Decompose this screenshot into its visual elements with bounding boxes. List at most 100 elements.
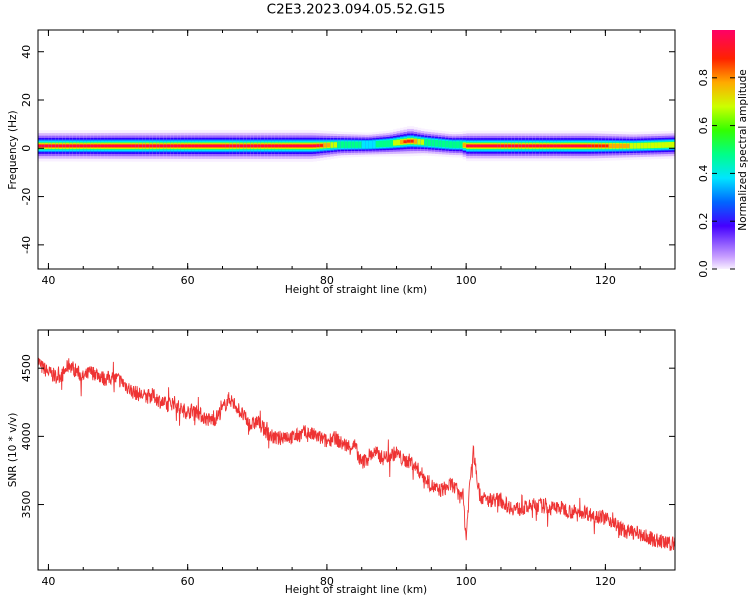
- colorbar-gradient: [712, 30, 735, 269]
- spectrogram-cell: [612, 143, 617, 148]
- spectrogram-cell: [647, 142, 652, 149]
- spectrogram-cell: [288, 145, 293, 147]
- spectrogram-cell: [69, 145, 74, 147]
- spectrogram-cell: [574, 145, 578, 147]
- spectrogram-cell: [125, 145, 129, 147]
- spectrogram-cell: [469, 145, 474, 147]
- snr-ytick-label: 3500: [20, 491, 33, 519]
- spectrogram-cell: [299, 145, 303, 147]
- spectrogram-cell: [260, 145, 265, 147]
- spectrogram-cell: [51, 145, 56, 147]
- spectrogram-cell: [264, 145, 269, 147]
- spectrogram-cell: [243, 145, 248, 147]
- spectrogram-cell: [532, 145, 537, 147]
- spectrogram-cell: [528, 145, 533, 147]
- spectrogram-cell: [100, 145, 105, 147]
- spectrogram-cell: [198, 145, 203, 147]
- spectrogram-cell: [274, 145, 279, 147]
- spectrogram-cell: [281, 145, 286, 147]
- spectrogram-cell: [661, 142, 665, 148]
- spectrogram-cell: [152, 145, 157, 147]
- spectrogram-cell: [229, 145, 234, 147]
- spectrogram-cell: [285, 145, 290, 147]
- spectrogram-cell: [507, 145, 512, 147]
- spectrogram-cell: [187, 145, 192, 147]
- spectrogram-cell: [232, 145, 237, 147]
- spectrogram-cell: [563, 145, 568, 147]
- figure-title: C2E3.2023.094.05.52.G15: [267, 2, 446, 18]
- spectrogram-cell: [194, 145, 199, 147]
- spectrogram-cell: [452, 141, 457, 148]
- snr-xtick-label: 100: [456, 575, 477, 588]
- spectrogram-cell: [567, 145, 571, 147]
- spectrogram-cell: [622, 143, 627, 148]
- colorbar-tick-label: 0.4: [697, 165, 710, 183]
- spectrogram-cell: [619, 143, 624, 148]
- spectrogram-cell: [490, 145, 495, 147]
- spectrogram-cell: [295, 145, 300, 147]
- spectrogram-cell: [650, 142, 655, 149]
- spectrogram-cell: [493, 145, 498, 147]
- spectrogram-cell: [514, 145, 519, 147]
- spectrogram-cell: [372, 140, 377, 149]
- spectrogram-cell: [549, 145, 554, 147]
- spectrogram-xlabel: Height of straight line (km): [285, 284, 427, 296]
- spectrogram-cell: [135, 145, 140, 147]
- spectrogram-cell: [65, 145, 70, 147]
- spectrogram-ytick-label: 20: [20, 93, 33, 107]
- spectrogram-cell: [640, 142, 645, 149]
- spectrogram-cell: [138, 145, 143, 147]
- spectrogram-cell: [379, 140, 384, 148]
- snr-xtick-label: 60: [181, 575, 195, 588]
- colorbar-tick-label: 0.2: [697, 212, 710, 230]
- spectrogram-cell: [361, 140, 366, 149]
- spectrogram-cell: [309, 145, 314, 147]
- snr-frame: [37, 329, 676, 571]
- spectrogram-cell: [58, 145, 63, 147]
- spectrogram-cell: [431, 139, 436, 147]
- spectrogram-cell: [594, 144, 599, 148]
- spectrogram-cell: [441, 140, 446, 148]
- spectrogram-cell: [480, 145, 484, 147]
- spectrogram-cell: [246, 145, 251, 147]
- spectrogram-cell: [671, 141, 675, 148]
- spectrogram-cell: [654, 142, 658, 149]
- colorbar-label: Normalized spectral amplitude: [737, 69, 749, 230]
- spectrogram-cell: [225, 145, 230, 147]
- spectrogram-cell: [386, 140, 390, 147]
- spectrogram-cell: [38, 145, 42, 147]
- snr-panel: 40 60 80 100 120 4500 4000 3500 Height of strai…: [7, 329, 676, 596]
- spectrogram-cell: [86, 145, 91, 147]
- spectrogram-cell: [166, 145, 171, 147]
- spectrogram-ticks: 40 60 80 100 120 40 20 0 -20 -40: [20, 30, 676, 287]
- spectrogram-cell: [615, 143, 620, 148]
- spectrogram-cell: [316, 144, 321, 147]
- snr-xtick-label: 80: [320, 575, 334, 588]
- spectrogram-cell: [271, 145, 276, 147]
- spectrogram-cell: [159, 145, 164, 147]
- spectrogram-cell: [448, 141, 453, 148]
- spectrogram-cell: [403, 140, 408, 143]
- snr-ytick-label: 4500: [20, 354, 33, 382]
- spectrogram-cell: [445, 140, 450, 148]
- snr-ytick-label: 4000: [20, 422, 33, 450]
- spectrogram-cell: [410, 139, 415, 143]
- colorbar-tick-label: 0.6: [697, 117, 710, 135]
- spectrogram-cell: [629, 143, 634, 149]
- snr-series-line: [38, 357, 675, 551]
- spectrogram-cell: [476, 145, 481, 147]
- spectrogram-cell: [420, 139, 425, 145]
- spectrogram-cell: [149, 145, 154, 147]
- spectrogram-cell: [396, 139, 401, 146]
- spectrogram-cell: [163, 145, 168, 147]
- spectrogram-cell: [177, 145, 182, 147]
- spectrogram-cell: [657, 142, 662, 148]
- spectrogram-cell: [184, 145, 189, 147]
- spectrogram-cell: [382, 140, 387, 147]
- spectrogram-cell: [375, 141, 380, 148]
- spectrogram-cell: [330, 142, 335, 148]
- spectrogram-cell: [208, 145, 213, 147]
- spectrogram-cell: [41, 145, 46, 147]
- colorbar-ticks: 0.0 0.2 0.4 0.6 0.8: [697, 69, 735, 278]
- spectrogram-cell: [131, 145, 136, 147]
